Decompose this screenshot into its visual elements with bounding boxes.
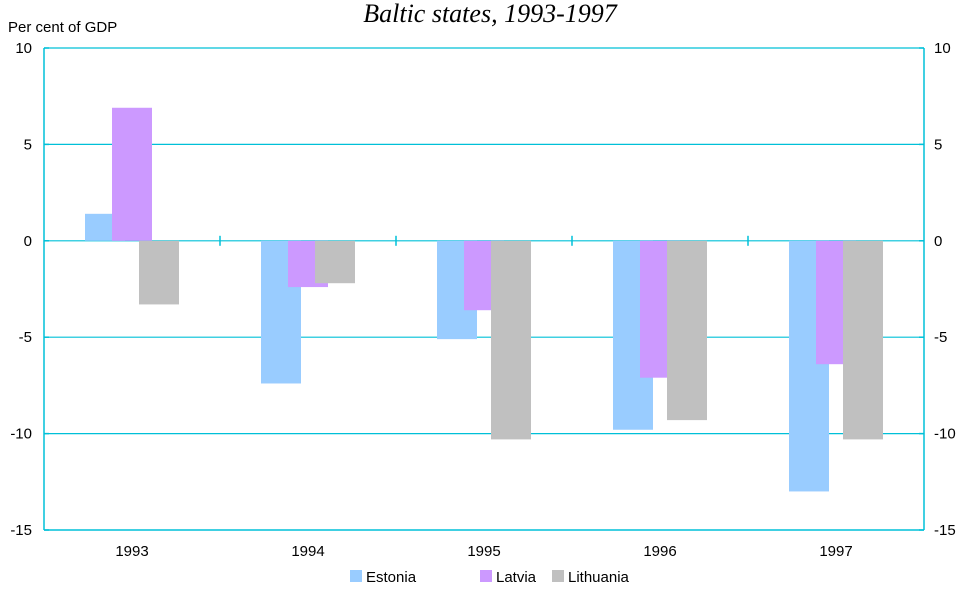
legend-label: Lithuania bbox=[568, 569, 630, 586]
y-tick-label-left: 10 bbox=[15, 40, 32, 57]
tick-labels: 10 10 5 5 0 0 -5 -5 -10 -10 -15 -15 1993 1994 1995 1996… bbox=[10, 40, 955, 560]
x-tick-label: 1997 bbox=[819, 543, 852, 560]
bar bbox=[843, 240, 883, 440]
x-tick-label: 1996 bbox=[643, 543, 676, 560]
y-tick-label-right: -5 bbox=[934, 329, 947, 346]
bars bbox=[85, 107, 883, 492]
y-tick-label-left: -15 bbox=[10, 522, 32, 539]
bar bbox=[491, 240, 531, 440]
legend: Estonia Latvia Lithuania bbox=[350, 569, 630, 586]
y-tick-label-left: 5 bbox=[24, 136, 32, 153]
y-tick-label-right: 5 bbox=[934, 136, 942, 153]
legend-swatch bbox=[552, 570, 564, 582]
bar bbox=[139, 240, 179, 305]
y-tick-label-left: -10 bbox=[10, 426, 32, 443]
y-axis-label: Per cent of GDP bbox=[8, 19, 117, 36]
bar bbox=[112, 107, 152, 241]
y-tick-label-right: -10 bbox=[934, 426, 956, 443]
y-tick-label-right: -15 bbox=[934, 522, 956, 539]
y-tick-label-left: -5 bbox=[19, 329, 32, 346]
legend-label: Latvia bbox=[496, 569, 537, 586]
axes bbox=[43, 47, 925, 531]
y-tick-label-right: 0 bbox=[934, 233, 942, 250]
legend-label: Estonia bbox=[366, 569, 417, 586]
chart-title: Baltic states, 1993-1997 bbox=[363, 0, 617, 28]
bar bbox=[315, 240, 355, 284]
bar bbox=[667, 240, 707, 421]
legend-swatch bbox=[480, 570, 492, 582]
y-tick-label-right: 10 bbox=[934, 40, 951, 57]
y-tick-label-left: 0 bbox=[24, 233, 32, 250]
x-tick-label: 1995 bbox=[467, 543, 500, 560]
legend-swatch bbox=[350, 570, 362, 582]
x-tick-label: 1993 bbox=[115, 543, 148, 560]
x-tick-label: 1994 bbox=[291, 543, 324, 560]
